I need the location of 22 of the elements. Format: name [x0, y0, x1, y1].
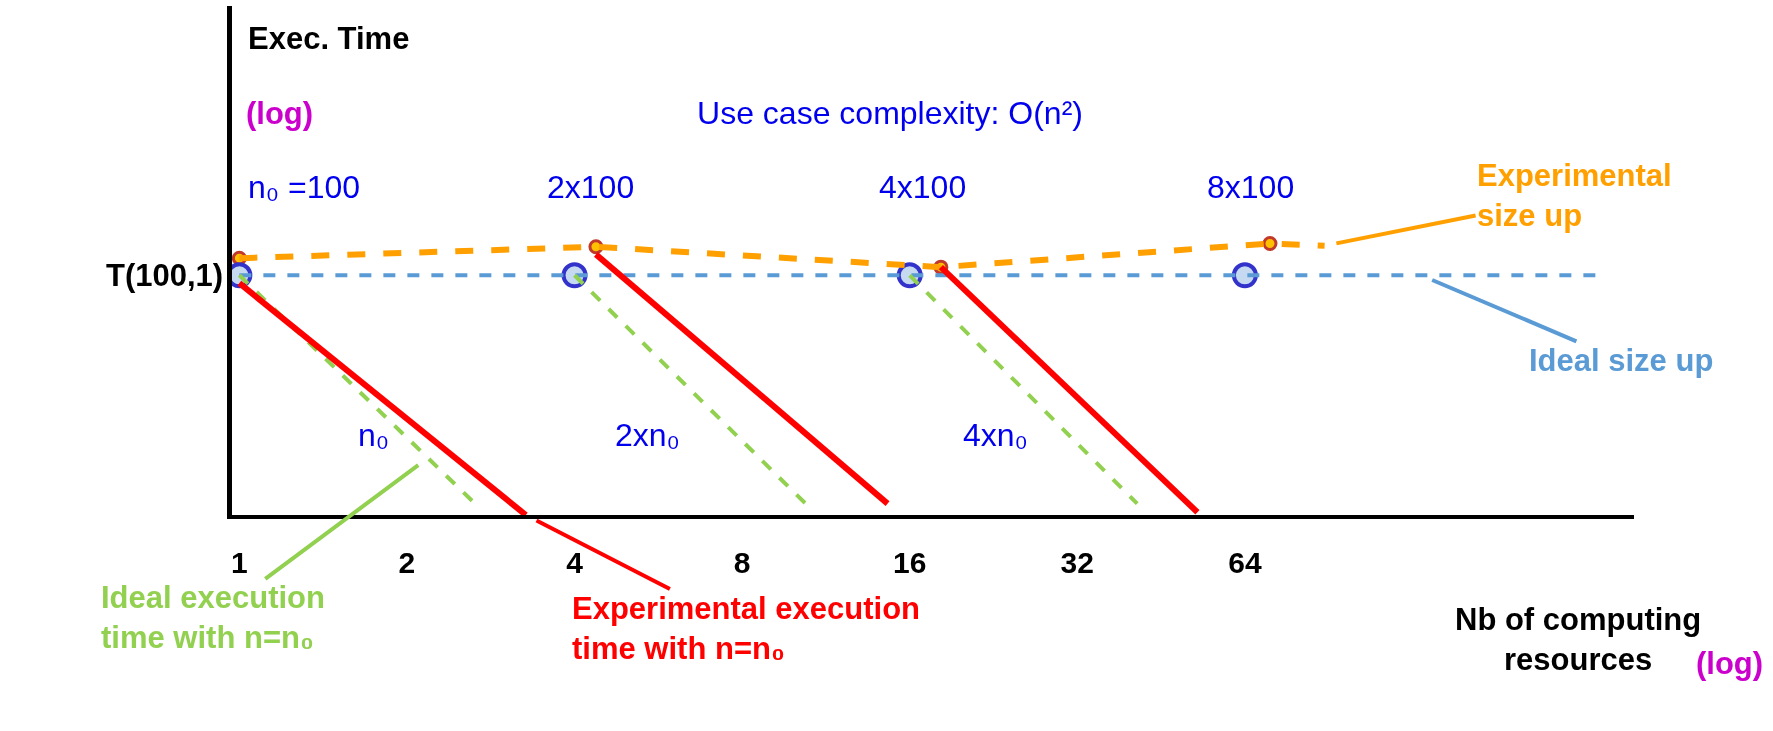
legend-label: Experimental execution time with n=n₀: [572, 591, 921, 667]
x-tick-label: 4: [566, 546, 584, 579]
text: Ideal execution time with n=n₀: [101, 580, 325, 656]
x-tick-label: 32: [1060, 546, 1094, 579]
annotation: 2xn₀: [615, 417, 680, 453]
x-tick-label: 8: [733, 546, 751, 579]
text: Ideal size up: [1529, 343, 1714, 378]
text: Exec. Time: [248, 21, 410, 56]
annotation: 4xn₀: [963, 417, 1028, 453]
annotation: n₀: [358, 417, 390, 453]
text: (log): [246, 96, 314, 131]
text: 4x100: [879, 169, 967, 205]
annotation: T(100,1): [106, 258, 224, 293]
text: 8x100: [1207, 169, 1295, 205]
x-tick-label: 64: [1228, 546, 1262, 579]
x-tick-label: 2: [398, 546, 416, 579]
x-tick-label: 1: [231, 546, 248, 579]
x-tick-label: 16: [893, 546, 927, 579]
chart-title: Use case complexity: O(n²): [697, 95, 1083, 132]
text: Experimental size up: [1477, 158, 1672, 234]
text: 2x100: [547, 169, 635, 205]
text: n₀ =100: [248, 169, 361, 205]
